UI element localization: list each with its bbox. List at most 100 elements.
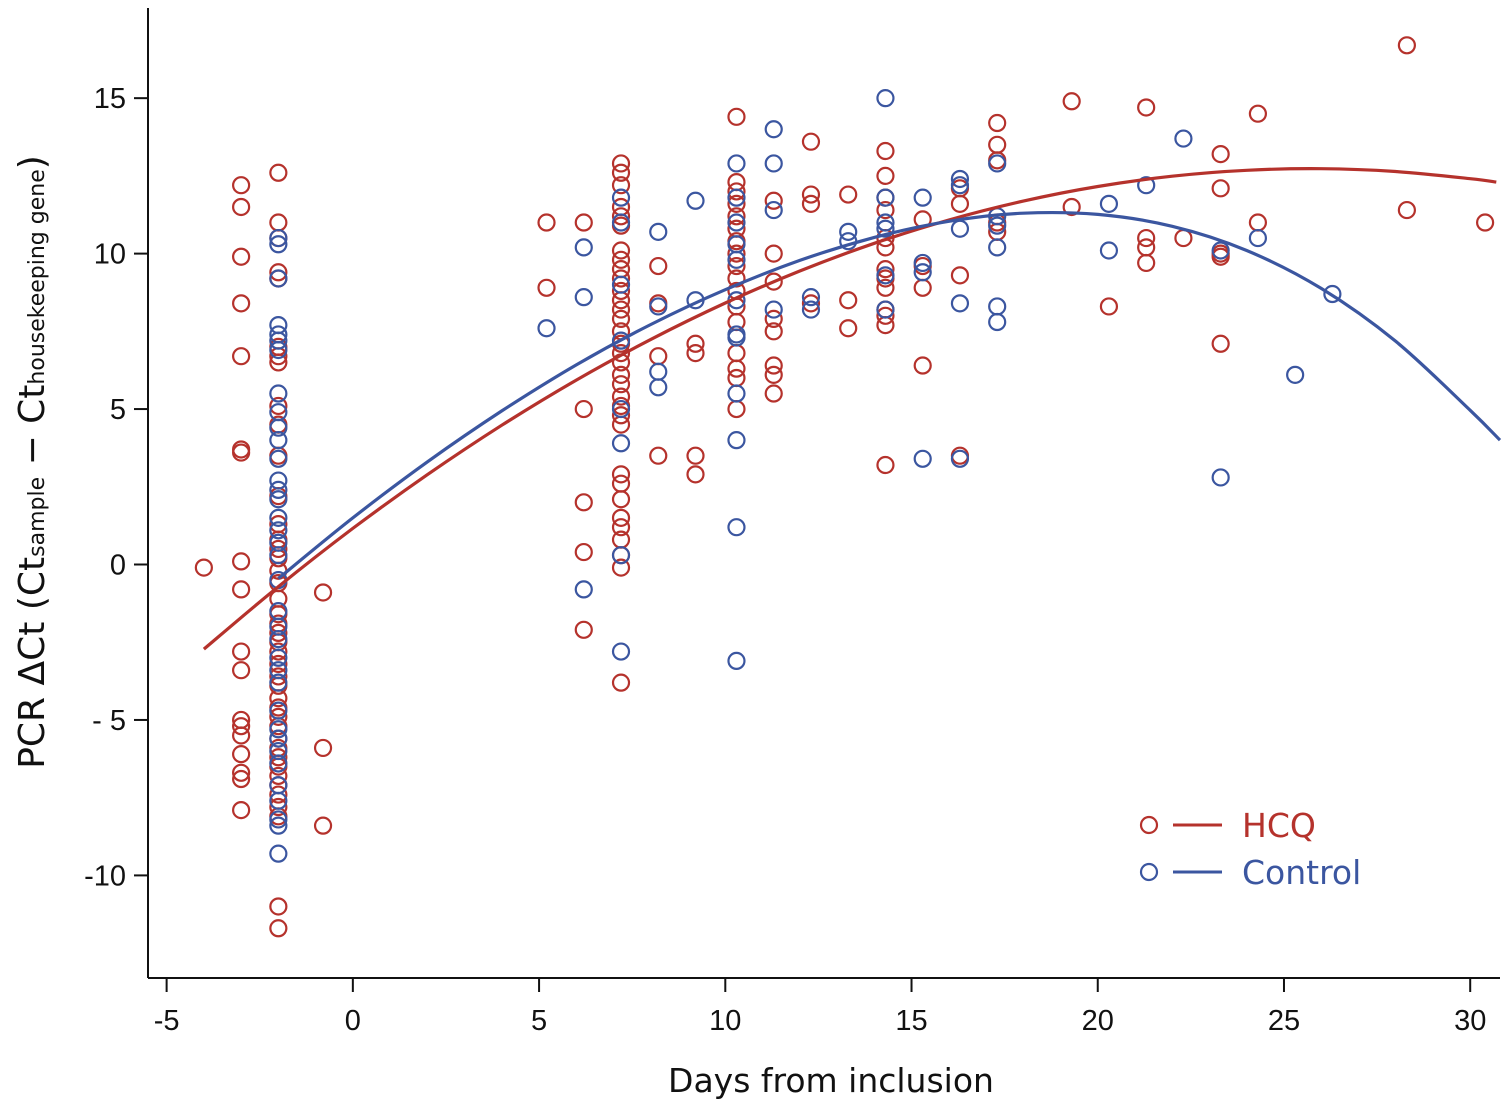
legend-marker-hcq: [1139, 815, 1159, 835]
data-point-hcq: [611, 387, 631, 406]
data-point-hcq: [764, 191, 783, 210]
data-point-hcq: [801, 294, 821, 313]
data-point-hcq: [686, 334, 705, 353]
data-point-control: [1137, 176, 1156, 195]
data-point-control: [269, 521, 288, 540]
data-point-hcq: [232, 717, 251, 736]
y-axis-title-sub1: sample: [25, 477, 50, 557]
fit-curve-control: [277, 210, 1502, 580]
data-point-hcq: [611, 300, 631, 319]
data-point-hcq: [611, 530, 631, 549]
data-point-control: [269, 431, 288, 450]
data-point-hcq: [269, 353, 288, 372]
data-point-hcq: [727, 173, 746, 192]
data-point-control: [269, 235, 288, 254]
data-point-hcq: [764, 309, 783, 328]
legend-item-hcq: HCQ: [1139, 806, 1316, 845]
legend-label-hcq: HCQ: [1242, 806, 1316, 845]
data-point-control: [611, 188, 631, 207]
data-point-control: [269, 269, 288, 288]
data-point-control: [727, 431, 746, 450]
data-point-control: [269, 617, 288, 636]
data-point-control: [611, 275, 631, 294]
data-point-control: [764, 200, 783, 220]
data-point-hcq: [876, 455, 895, 475]
data-point-hcq: [232, 763, 251, 782]
data-point-control: [269, 449, 288, 468]
data-point-control: [876, 300, 895, 319]
x-tick-label: 25: [1268, 1005, 1300, 1037]
data-point-control: [649, 222, 668, 241]
x-tick-label: 10: [709, 1005, 741, 1037]
data-point-hcq: [913, 278, 932, 297]
data-point-hcq: [649, 256, 668, 276]
data-point-hcq: [611, 207, 631, 226]
data-point-hcq: [269, 797, 288, 817]
data-point-hcq: [313, 583, 333, 602]
data-point-hcq: [839, 319, 858, 338]
data-point-control: [1211, 468, 1230, 487]
data-point-control: [1099, 241, 1119, 260]
data-point-control: [727, 384, 746, 403]
x-tick-label: 20: [1082, 1005, 1114, 1037]
data-point-hcq: [611, 406, 631, 425]
data-point-control: [876, 266, 895, 285]
data-point-control: [913, 449, 932, 468]
data-point-hcq: [988, 135, 1007, 154]
data-point-hcq: [232, 176, 251, 195]
data-point-hcq: [269, 539, 288, 559]
data-point-hcq: [269, 785, 288, 804]
data-point-control: [727, 250, 746, 269]
data-point-hcq: [764, 365, 783, 384]
data-point-control: [1248, 228, 1268, 248]
data-point-control: [727, 188, 746, 207]
data-point-hcq: [876, 306, 895, 325]
data-point-hcq: [232, 745, 251, 764]
legend-label-control: Control: [1242, 853, 1361, 892]
data-point-hcq: [876, 316, 895, 335]
data-point-control: [537, 319, 556, 338]
data-point-hcq: [686, 465, 705, 484]
data-point-control: [686, 191, 705, 210]
data-point-control: [950, 449, 970, 468]
x-tick-label: 15: [895, 1005, 927, 1037]
data-point-hcq: [839, 185, 858, 204]
data-point-control: [988, 297, 1007, 316]
data-point-control: [269, 791, 288, 810]
legend-item-control: Control: [1139, 853, 1361, 892]
x-axis-title: Days from inclusion: [668, 1061, 994, 1100]
data-point-control: [574, 580, 593, 599]
data-point-hcq: [269, 263, 288, 282]
data-point-control: [764, 120, 783, 139]
data-point-hcq: [611, 673, 631, 692]
data-point-hcq: [1099, 297, 1119, 316]
data-point-hcq: [988, 113, 1007, 133]
data-point-hcq: [1137, 253, 1156, 273]
data-point-control: [269, 776, 288, 795]
data-point-hcq: [686, 446, 705, 465]
data-point-hcq: [269, 667, 288, 686]
data-point-hcq: [611, 415, 631, 434]
data-point-hcq: [611, 518, 631, 537]
y-tick-label: 15: [94, 83, 126, 115]
data-point-hcq: [1211, 145, 1230, 164]
data-point-control: [269, 508, 288, 527]
data-point-hcq: [764, 244, 783, 263]
x-tick-label: 5: [531, 1005, 547, 1037]
data-point-control: [269, 228, 288, 248]
data-points: [194, 36, 1495, 938]
data-point-hcq: [876, 141, 895, 161]
data-point-control: [727, 154, 746, 173]
data-point-control: [950, 169, 970, 189]
data-point-hcq: [1137, 238, 1156, 257]
data-point-hcq: [611, 291, 631, 310]
data-point-hcq: [950, 266, 970, 285]
data-point-control: [574, 238, 593, 257]
data-point-hcq: [801, 132, 821, 151]
data-point-control: [269, 844, 288, 863]
data-point-hcq: [1211, 179, 1230, 198]
data-point-hcq: [269, 163, 288, 182]
data-point-control: [1323, 284, 1342, 304]
data-point-control: [269, 630, 288, 649]
data-point-control: [269, 648, 288, 667]
